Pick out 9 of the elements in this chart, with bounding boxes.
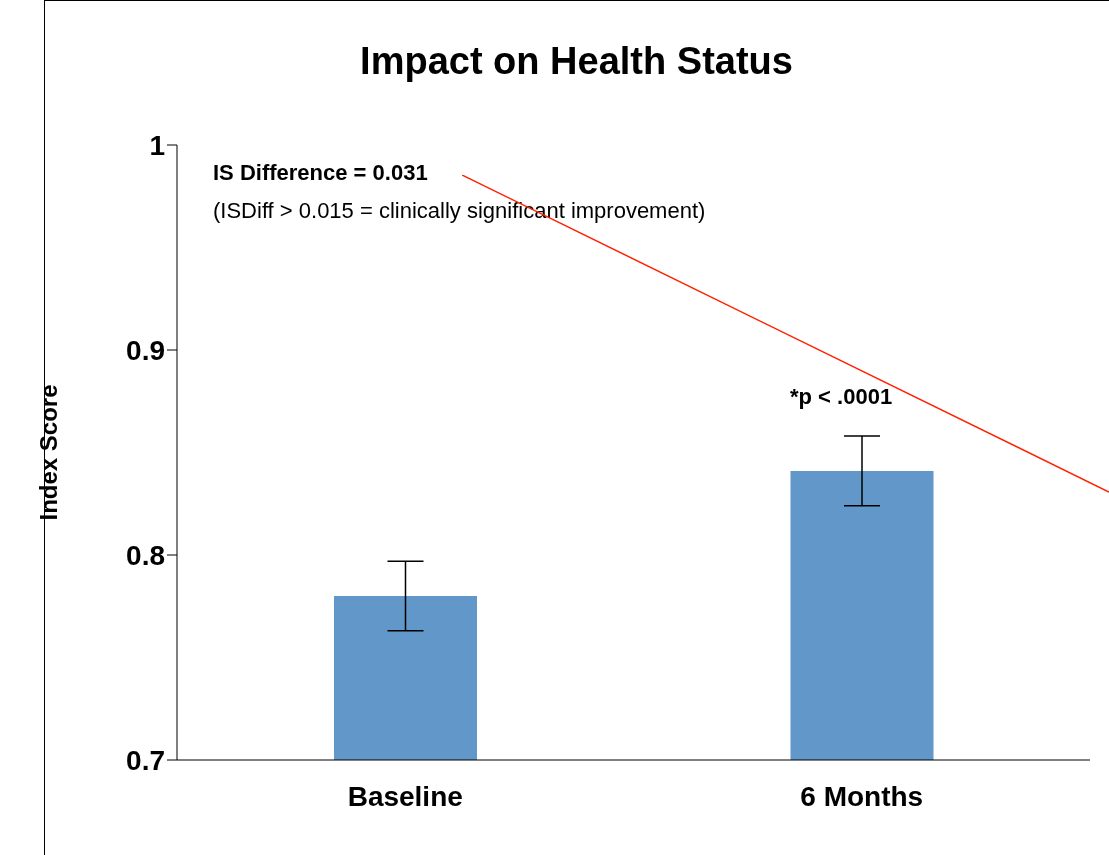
y-tick-label: 0.9 bbox=[126, 334, 165, 366]
y-tick-label: 0.8 bbox=[126, 539, 165, 571]
chart-title: Impact on Health Status bbox=[359, 40, 794, 83]
x-tick-label: Baseline bbox=[347, 780, 463, 812]
y-tick-label: 0.7 bbox=[126, 744, 165, 776]
annotation: IS Difference = 0.031 bbox=[213, 160, 428, 186]
y-tick-label: 1 bbox=[149, 129, 165, 161]
x-tick-label: 6 Months bbox=[800, 780, 924, 812]
annotation: *p < .0001 bbox=[790, 384, 893, 410]
